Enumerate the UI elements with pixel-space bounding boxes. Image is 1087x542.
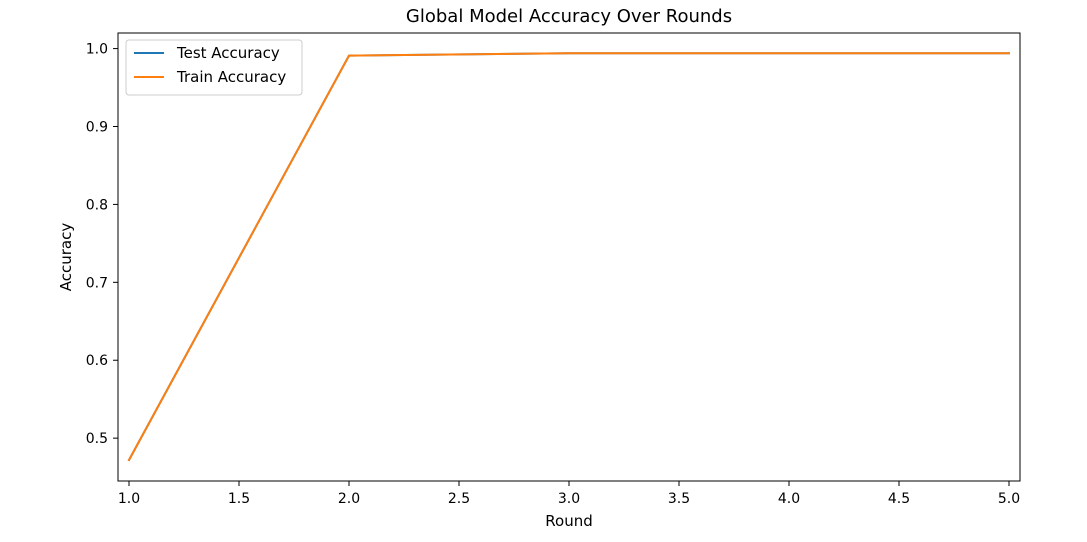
plot-area-frame xyxy=(117,32,1021,482)
series-line-1 xyxy=(127,52,1010,462)
y-tick-label: 1.0 xyxy=(86,42,108,58)
x-tick-label: 1.5 xyxy=(228,491,250,507)
y-axis-ticks: 0.5 0.6 0.7 0.8 0.9 1.0 xyxy=(86,42,118,447)
series-lines xyxy=(127,52,1010,462)
legend-label: Test Accuracy xyxy=(176,44,280,62)
chart-title: Global Model Accuracy Over Rounds xyxy=(406,6,732,27)
x-tick-label: 4.0 xyxy=(778,491,800,507)
x-tick-label: 4.5 xyxy=(888,491,910,507)
y-axis-label: Accuracy xyxy=(57,223,75,292)
x-tick-label: 3.5 xyxy=(668,491,690,507)
y-tick-label: 0.6 xyxy=(86,353,108,369)
y-tick-label: 0.7 xyxy=(86,275,108,291)
x-tick-label: 2.0 xyxy=(338,491,360,507)
legend: Test Accuracy Train Accuracy xyxy=(125,39,303,96)
legend-label: Train Accuracy xyxy=(176,68,286,86)
x-tick-label: 3.0 xyxy=(558,491,580,507)
x-axis-ticks: 1.0 1.5 2.0 2.5 3.0 3.5 4.0 4.5 5.0 xyxy=(118,481,1020,507)
legend-box xyxy=(125,39,303,96)
y-tick-label: 0.8 xyxy=(86,197,108,213)
x-tick-label: 2.5 xyxy=(448,491,470,507)
y-tick-label: 0.9 xyxy=(86,119,108,135)
x-tick-label: 5.0 xyxy=(998,491,1020,507)
y-tick-label: 0.5 xyxy=(86,431,108,447)
x-axis-label: Round xyxy=(545,512,592,530)
x-tick-label: 1.0 xyxy=(118,491,140,507)
series-line-2 xyxy=(127,52,1010,462)
